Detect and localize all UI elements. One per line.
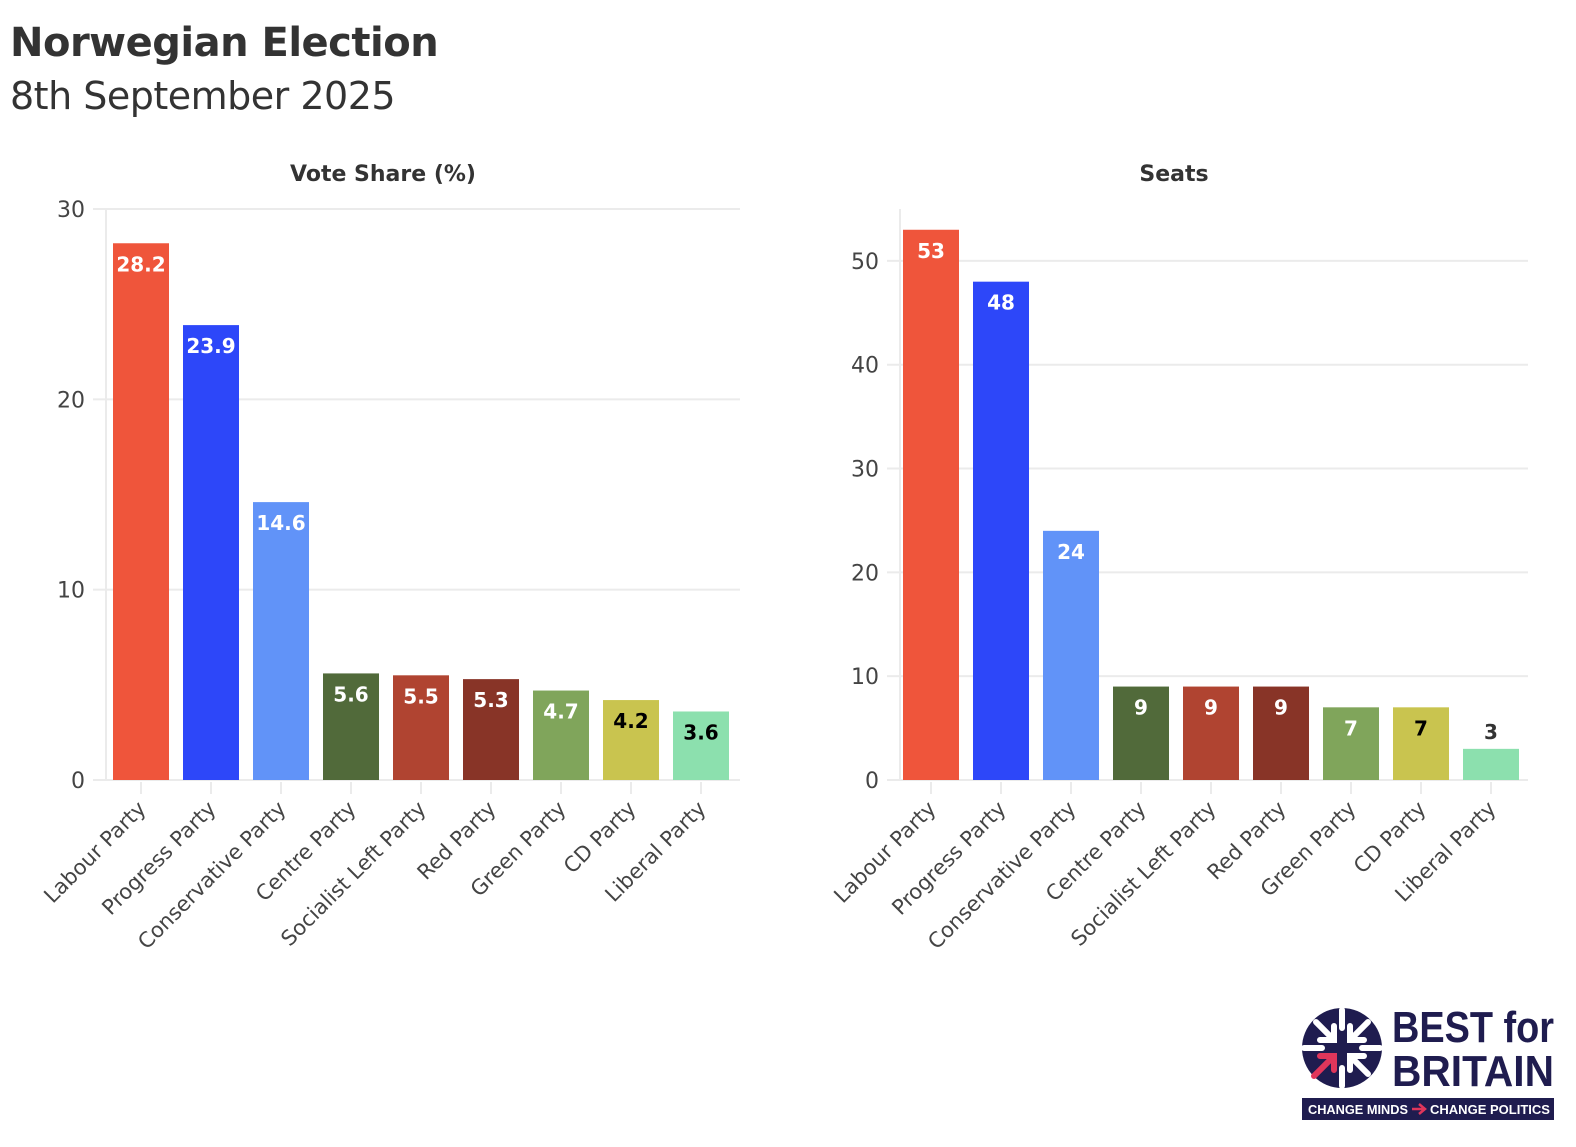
logo-text-line1: BEST for (1392, 1003, 1554, 1052)
y-tick-label: 20 (57, 388, 85, 413)
y-tick-label: 10 (57, 579, 85, 604)
data-label: 24 (1057, 540, 1085, 564)
page-subtitle: 8th September 2025 (10, 74, 396, 118)
bar (253, 502, 309, 780)
data-label: 4.2 (613, 709, 648, 733)
data-label: 48 (987, 291, 1015, 315)
bar (1323, 707, 1379, 780)
bar (673, 711, 729, 780)
y-tick-label: 40 (851, 354, 879, 379)
bar (1113, 686, 1169, 780)
y-tick-label: 30 (57, 198, 85, 223)
bar (1253, 686, 1309, 780)
data-label: 5.6 (333, 682, 368, 706)
best-for-britain-logo: BEST for BRITAIN CHANGE MINDS CHANGE POL… (1301, 1003, 1554, 1120)
data-label: 9 (1204, 696, 1218, 720)
bar (903, 229, 959, 780)
bar (1393, 707, 1449, 780)
data-label: 4.7 (543, 700, 578, 724)
logo-emblem-icon (1301, 1007, 1383, 1089)
data-label: 28.2 (116, 252, 165, 276)
logo-tagline-bar (1302, 1098, 1554, 1120)
data-label: 3 (1484, 720, 1498, 744)
logo-arrow-icon (1412, 1103, 1427, 1115)
chart-title: Seats (1139, 162, 1208, 187)
bar (1043, 530, 1099, 780)
y-tick-label: 30 (851, 458, 879, 483)
data-label: 7 (1414, 716, 1428, 740)
y-tick-label: 10 (851, 665, 879, 690)
data-label: 5.5 (403, 684, 438, 708)
data-label: 53 (917, 239, 945, 263)
y-tick-label: 0 (865, 769, 879, 794)
bar (1183, 686, 1239, 780)
bar (463, 679, 519, 780)
data-label: 23.9 (186, 334, 235, 358)
bar (533, 690, 589, 780)
bar (113, 243, 169, 780)
logo-text-line2: BRITAIN (1392, 1047, 1554, 1096)
bar (393, 675, 449, 780)
bar (1463, 748, 1519, 780)
data-label: 9 (1134, 696, 1148, 720)
data-label: 14.6 (256, 511, 305, 535)
bar (973, 281, 1029, 780)
bar (183, 325, 239, 780)
logo-tagline-right: CHANGE POLITICS (1430, 1102, 1550, 1117)
data-label: 3.6 (683, 720, 718, 744)
y-tick-label: 50 (851, 250, 879, 275)
data-label: 7 (1344, 716, 1358, 740)
bar (323, 673, 379, 780)
data-label: 5.3 (473, 688, 508, 712)
y-tick-label: 0 (71, 769, 85, 794)
y-tick-label: 20 (851, 561, 879, 586)
chart-title: Vote Share (%) (290, 162, 476, 187)
page-title: Norwegian Election (10, 20, 439, 66)
data-label: 9 (1274, 696, 1288, 720)
logo-tagline-left: CHANGE MINDS (1308, 1102, 1408, 1117)
bar (603, 700, 659, 780)
